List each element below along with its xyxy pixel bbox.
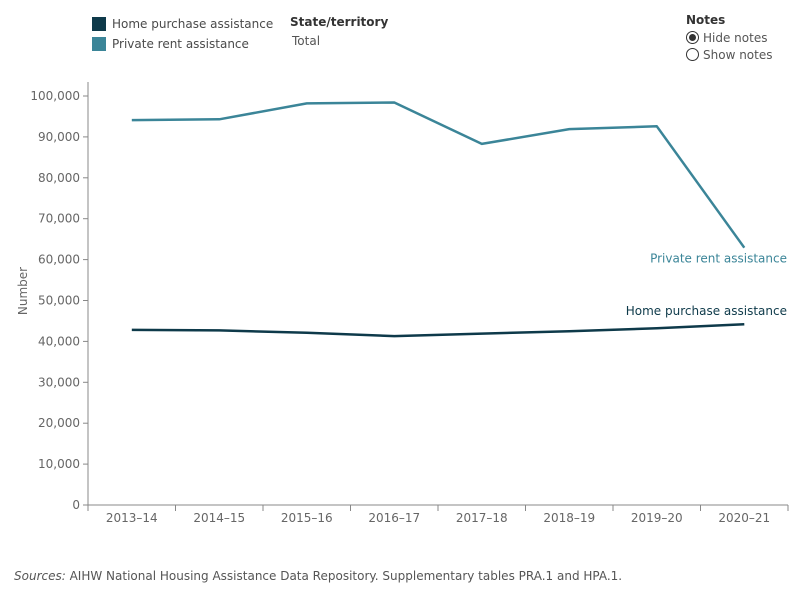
y-axis-title: Number [16,267,30,315]
legend-swatch-private-rent [92,37,106,51]
x-tick-label: 2014–15 [193,511,245,525]
state-filter: State/territory Total [290,15,388,48]
hide-notes-label: Hide notes [703,30,768,45]
legend: Home purchase assistance Private rent as… [92,14,273,54]
notes-title: Notes [686,13,726,27]
show-notes-label: Show notes [703,47,773,62]
x-tick-label: 2019–20 [631,511,683,525]
series-line-home-purchase-assistance [131,322,745,338]
series-line-private-rent-assistance [131,101,746,249]
series-end-label-home-purchase-assistance: Home purchase assistance [626,304,787,318]
state-filter-title: State/territory [290,15,389,29]
y-tick-label: 90,000 [38,130,80,144]
y-tick-label: 40,000 [38,334,80,348]
series-end-label-private-rent-assistance: Private rent assistance [650,252,787,266]
x-tick-label: 2017–18 [456,511,508,525]
sources-label: Sources: [14,569,66,583]
legend-item-home-purchase[interactable]: Home purchase assistance [92,14,273,34]
y-tick-label: 30,000 [38,375,80,389]
state-filter-value[interactable]: Total [292,34,321,48]
hide-notes-option[interactable]: Hide notes [686,29,772,46]
y-tick-label: 80,000 [38,171,80,185]
y-tick-label: 60,000 [38,253,80,267]
x-tick-label: 2013–14 [106,511,158,525]
legend-item-private-rent[interactable]: Private rent assistance [92,34,273,54]
sources-note: Sources: AIHW National Housing Assistanc… [14,569,622,583]
y-tick-label: 10,000 [38,457,80,471]
y-tick-label: 50,000 [38,294,80,308]
show-notes-option[interactable]: Show notes [686,46,772,63]
sources-text: AIHW National Housing Assistance Data Re… [65,569,623,583]
y-tick-label: 0 [72,498,80,512]
x-tick-label: 2015–16 [281,511,333,525]
hide-notes-radio-icon[interactable] [686,31,699,44]
show-notes-radio-icon[interactable] [686,48,699,61]
legend-swatch-home-purchase [92,17,106,31]
x-tick-label: 2016–17 [368,511,420,525]
y-tick-label: 70,000 [38,212,80,226]
y-tick-label: 100,000 [30,89,80,103]
y-tick-label: 20,000 [38,416,80,430]
x-tick-label: 2018–19 [543,511,595,525]
legend-label-private-rent: Private rent assistance [112,37,249,51]
x-tick-label: 2020–21 [718,511,770,525]
legend-label-home-purchase: Home purchase assistance [112,17,274,31]
notes-toggle: Notes Hide notes Show notes [686,13,772,63]
